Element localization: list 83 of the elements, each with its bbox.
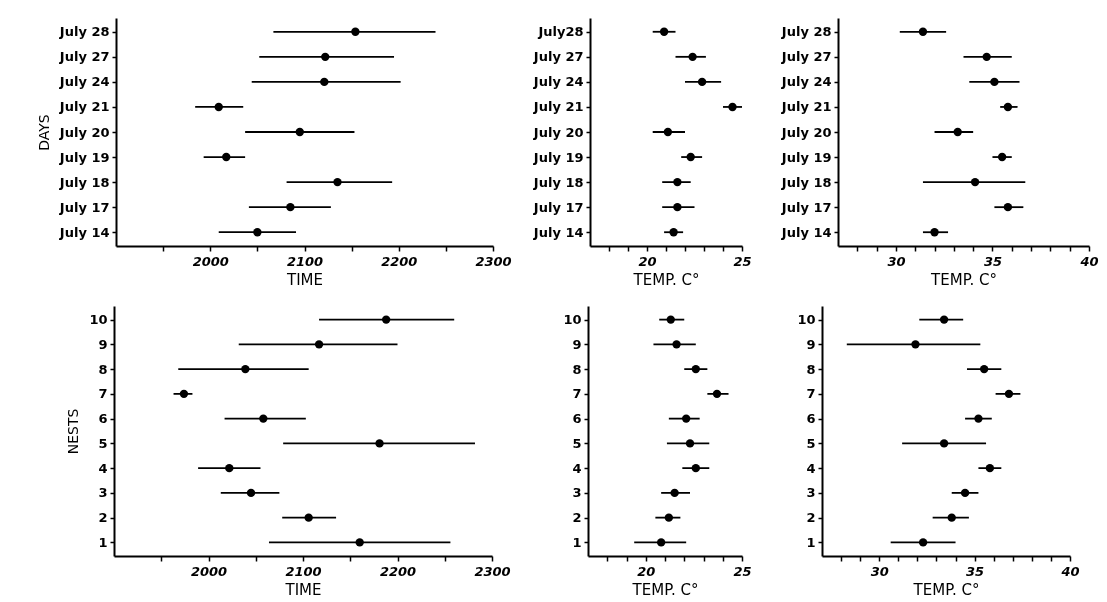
x-tick-label: 20: [638, 253, 657, 269]
y-tick-label: 9: [806, 336, 816, 352]
y-tick-label: July 19: [780, 149, 832, 165]
y-tick-label: July 18: [780, 174, 832, 190]
x-tick-label: 2100: [286, 253, 324, 269]
y-tick-label: 5: [806, 435, 816, 451]
y-tick-label: 5: [572, 435, 582, 451]
y-tick-label: 7: [98, 386, 108, 402]
x-tick-label: 35: [966, 563, 985, 579]
y-tick-label: 1: [98, 534, 108, 550]
y-tick-label: July 27: [532, 49, 584, 65]
y-tick-label: July 14: [58, 224, 110, 240]
y-tick-label: July 28: [58, 24, 110, 40]
y-tick-label: July 17: [58, 199, 110, 215]
x-axis-title: TIME: [284, 580, 322, 599]
x-tick-label: 2200: [379, 563, 417, 579]
y-tick-label: 4: [806, 460, 816, 476]
y-tick-label: July 27: [58, 49, 110, 65]
x-tick-label: 2300: [474, 563, 511, 579]
x-tick-label: 35: [983, 253, 1003, 269]
x-axis-title: TIME: [285, 270, 324, 289]
x-tick-label: 25: [733, 253, 752, 269]
x-tick-label: 2000: [192, 253, 229, 269]
y-tick-label: 1: [806, 534, 816, 550]
x-tick-label: 25: [733, 563, 752, 579]
y-tick-label: 5: [98, 435, 108, 451]
y-tick-label: July 21: [532, 99, 584, 115]
x-tick-label: 2100: [285, 563, 322, 579]
y-tick-label: July 14: [780, 224, 832, 240]
y-tick-label: July 19: [58, 149, 110, 165]
y-tick-label: 2: [806, 510, 816, 526]
x-tick-label: 2300: [475, 253, 512, 269]
y-tick-label: July 28: [780, 24, 832, 40]
y-tick-label: 7: [806, 386, 816, 402]
x-tick-label: 30: [870, 563, 889, 579]
y-tick-label: July 24: [58, 74, 110, 90]
y-tick-label: July 27: [780, 49, 832, 65]
y-axis-title: NESTS: [65, 408, 82, 455]
y-tick-label: 8: [572, 361, 582, 377]
y-tick-label: July 19: [532, 149, 584, 165]
y-tick-label: July 17: [532, 199, 584, 215]
y-tick-label: 4: [98, 460, 108, 476]
y-tick-label: July28: [537, 24, 584, 40]
y-tick-label: July 20: [780, 124, 832, 140]
y-tick-label: 10: [563, 312, 582, 328]
y-tick-label: 7: [572, 386, 582, 402]
x-axis-title: TEMP. C°: [930, 270, 997, 289]
x-tick-label: 2000: [190, 563, 228, 579]
y-tick-label: 2: [572, 510, 582, 526]
y-tick-label: 3: [572, 485, 582, 501]
x-axis-title: TEMP. C°: [632, 270, 700, 289]
x-tick-label: 30: [887, 253, 906, 269]
y-tick-label: 8: [98, 361, 108, 377]
y-tick-label: July 24: [532, 74, 584, 90]
y-tick-label: 8: [806, 361, 816, 377]
x-tick-label: 20: [637, 563, 656, 579]
y-tick-label: July 20: [58, 124, 110, 140]
y-tick-label: 3: [806, 485, 816, 501]
y-tick-label: 6: [806, 411, 816, 427]
y-tick-label: July 20: [532, 124, 584, 140]
y-tick-label: July 17: [780, 199, 832, 215]
y-tick-label: 10: [797, 312, 816, 328]
y-tick-label: 4: [572, 460, 582, 476]
y-tick-label: July 18: [58, 174, 110, 190]
y-tick-label: 10: [89, 312, 108, 328]
x-axis-title: TEMP. C°: [912, 580, 980, 599]
y-tick-label: July 18: [532, 174, 584, 190]
x-tick-label: 40: [1060, 563, 1080, 579]
x-tick-label: 40: [1079, 253, 1099, 269]
y-tick-label: 2: [98, 510, 108, 526]
y-tick-label: 9: [98, 336, 108, 352]
y-tick-label: 9: [572, 336, 582, 352]
y-tick-label: 6: [98, 411, 108, 427]
y-tick-label: 3: [98, 485, 108, 501]
y-tick-label: July 21: [780, 99, 832, 115]
y-axis-title: DAYS: [35, 114, 52, 151]
x-axis-title: TEMP. C°: [631, 580, 699, 599]
y-tick-label: July 14: [532, 224, 584, 240]
y-tick-label: July 21: [58, 99, 110, 115]
x-tick-label: 2200: [381, 253, 418, 269]
y-tick-label: 6: [572, 411, 582, 427]
y-tick-label: 1: [572, 534, 582, 550]
y-tick-label: July 24: [780, 74, 832, 90]
